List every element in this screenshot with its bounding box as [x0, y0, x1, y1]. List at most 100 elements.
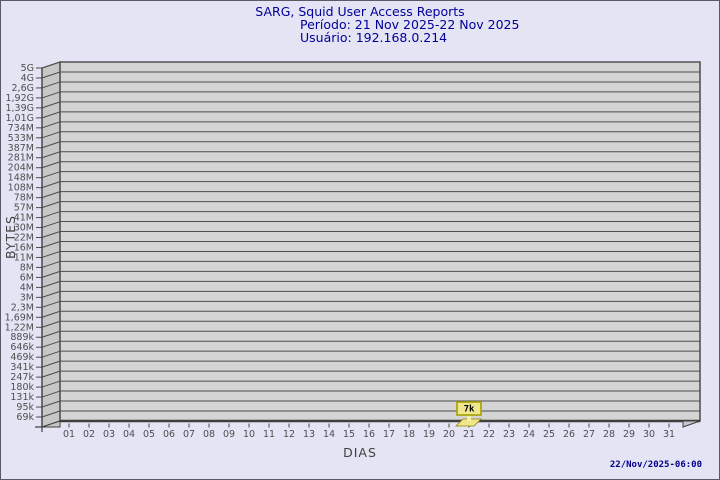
- x-tick-label: 05: [143, 429, 155, 440]
- gridline-side: [41, 111, 61, 119]
- x-tick-label: 27: [583, 429, 595, 440]
- x-tick-label: 30: [643, 429, 655, 440]
- y-tick-label: 6M: [20, 272, 34, 283]
- gridline-side: [41, 121, 61, 129]
- x-tick-label: 10: [243, 429, 255, 440]
- y-tick-label: 2,6G: [12, 83, 34, 94]
- gridline-side: [41, 131, 61, 139]
- y-tick-label: 204M: [8, 163, 34, 174]
- y-tick-label: 646k: [10, 342, 34, 353]
- x-tick-label: 20: [443, 429, 455, 440]
- gridline-side: [41, 171, 61, 179]
- y-tick-label: 180k: [10, 382, 34, 393]
- gridline-side: [41, 380, 61, 388]
- y-tick-label: 30M: [14, 223, 34, 234]
- gridline-side: [41, 141, 61, 149]
- gridline-side: [41, 400, 61, 408]
- y-tick-label: 341k: [10, 362, 34, 373]
- x-tick-label: 08: [203, 429, 215, 440]
- x-tick-label: 03: [103, 429, 115, 440]
- y-tick-label: 108M: [8, 183, 34, 194]
- y-tick-label: 734M: [8, 123, 34, 134]
- gridline-side: [41, 181, 61, 189]
- gridline-side: [41, 300, 61, 308]
- y-axis-title: BYTES: [3, 215, 18, 259]
- bar-value-label: 7k: [464, 405, 475, 415]
- generated-timestamp: 22/Nov/2025-06:00: [610, 460, 702, 470]
- floor-right-wedge: [682, 420, 701, 428]
- floor-left-wedge: [41, 420, 61, 428]
- x-tick-label: 22: [483, 429, 495, 440]
- x-tick-label: 02: [83, 429, 95, 440]
- x-tick-label: 31: [663, 429, 675, 440]
- gridline-side: [41, 201, 61, 209]
- y-tick-label: 4G: [21, 73, 34, 84]
- x-tick-label: 18: [403, 429, 415, 440]
- gridline-side: [41, 91, 61, 99]
- y-tick-label: 5G: [21, 63, 34, 74]
- x-tick-label: 15: [343, 429, 355, 440]
- gridline-side: [41, 260, 61, 268]
- y-tick-label: 22M: [14, 233, 34, 244]
- y-tick-label: 1,01G: [5, 113, 34, 124]
- x-tick-label: 26: [563, 429, 575, 440]
- gridline-side: [41, 360, 61, 368]
- gridline-side: [41, 250, 61, 258]
- y-tick-label: 1,69M: [5, 312, 34, 323]
- y-tick-label: 1,22M: [5, 322, 34, 333]
- x-tick-label: 13: [303, 429, 315, 440]
- gridline-side: [41, 340, 61, 348]
- y-tick-label: 1,39G: [5, 103, 34, 114]
- y-tick-label: 8M: [20, 262, 34, 273]
- bar-day-21: [455, 418, 482, 427]
- gridline-side: [41, 290, 61, 298]
- gridline-side: [41, 390, 61, 398]
- y-tick-label: 533M: [8, 133, 34, 144]
- x-tick-label: 14: [323, 429, 335, 440]
- x-axis-title: DIAS: [343, 445, 377, 460]
- x-tick-label: 09: [223, 429, 235, 440]
- gridline-side: [41, 161, 61, 169]
- y-tick-label: 95k: [16, 402, 34, 413]
- x-tick-label: 17: [383, 429, 395, 440]
- x-tick-label: 28: [603, 429, 615, 440]
- x-tick-label: 11: [263, 429, 275, 440]
- x-tick-label: 04: [123, 429, 135, 440]
- gridline-side: [41, 310, 61, 318]
- gridline-side: [41, 241, 61, 248]
- gridline-side: [41, 280, 61, 288]
- x-tick-label: 29: [623, 429, 635, 440]
- chart-period: Período: 21 Nov 2025-22 Nov 2025: [300, 17, 519, 32]
- chart-header: SARG, Squid User Access Reports Período:…: [255, 4, 519, 45]
- plot-area: 5G4G2,6G1,92G1,39G1,01G734M533M387M281M2…: [5, 61, 701, 440]
- chart-user: Usuário: 192.168.0.214: [300, 30, 447, 45]
- gridline-side: [41, 350, 61, 358]
- y-tick-label: 281M: [8, 153, 34, 164]
- x-tick-label: 23: [503, 429, 515, 440]
- y-tick-label: 2,3M: [11, 302, 34, 313]
- y-tick-label: 69k: [16, 412, 34, 423]
- y-tick-label: 131k: [10, 392, 34, 403]
- gridline-side: [41, 320, 61, 328]
- x-tick-label: 16: [363, 429, 375, 440]
- x-tick-label: 06: [163, 429, 175, 440]
- x-tick-label: 19: [423, 429, 435, 440]
- gridline-side: [41, 151, 61, 159]
- gridline-side: [41, 81, 61, 89]
- gridline-side: [41, 211, 61, 219]
- y-tick-label: 387M: [8, 143, 34, 154]
- x-tick-label: 12: [283, 429, 295, 440]
- y-tick-label: 41M: [14, 213, 34, 224]
- x-tick-label: 07: [183, 429, 195, 440]
- y-tick-label: 148M: [8, 173, 34, 184]
- gridline-side: [41, 231, 61, 238]
- y-tick-label: 78M: [14, 193, 34, 204]
- gridline-side: [41, 61, 61, 69]
- gridline-side: [41, 221, 61, 229]
- gridline-side: [41, 101, 61, 109]
- gridline-side: [41, 191, 61, 199]
- y-tick-label: 57M: [14, 203, 34, 214]
- y-tick-label: 247k: [10, 372, 34, 383]
